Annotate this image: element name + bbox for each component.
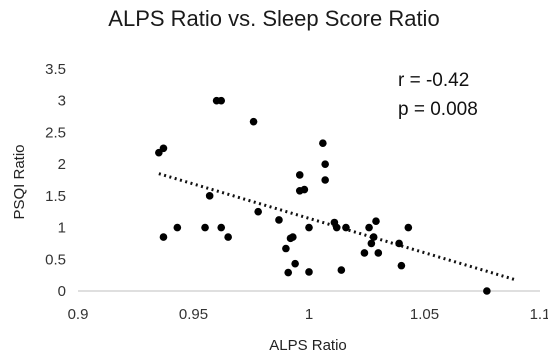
correlation-r-annotation: r = -0.42	[398, 70, 470, 91]
data-point	[395, 239, 403, 248]
data-point	[300, 185, 309, 194]
data-point	[217, 223, 226, 232]
data-point	[289, 233, 297, 241]
data-point	[342, 223, 350, 232]
data-point	[249, 117, 258, 126]
data-point	[319, 139, 327, 148]
data-point	[284, 268, 293, 277]
y-tick-label: 2.5	[45, 124, 66, 141]
data-point	[367, 239, 376, 248]
data-point	[224, 233, 232, 241]
x-tick-label: 0.95	[179, 306, 208, 323]
x-tick-label: 1	[305, 306, 313, 323]
y-tick-label: 3.5	[45, 61, 66, 78]
trendline-group	[158, 172, 518, 282]
chart-title: ALPS Ratio vs. Sleep Score Ratio	[108, 6, 440, 31]
data-point	[305, 268, 313, 276]
x-tick-label: 0.9	[68, 306, 89, 323]
y-tick-label: 1.5	[45, 188, 66, 205]
x-tick-label: 1.05	[410, 306, 439, 323]
y-axis-ticks: 0 0.5 1 1.5 2 2.5 3 3.5	[45, 61, 66, 300]
data-point	[275, 216, 283, 224]
data-point	[321, 176, 329, 184]
data-point	[372, 217, 380, 226]
x-axis-label: ALPS Ratio	[269, 337, 347, 352]
data-point	[305, 223, 313, 232]
data-point	[159, 144, 168, 153]
data-point	[365, 223, 373, 232]
trendline	[158, 172, 518, 282]
y-tick-label: 2	[58, 156, 66, 173]
data-points	[155, 96, 491, 295]
data-point	[397, 261, 406, 270]
y-axis-label: PSQI Ratio	[11, 144, 28, 219]
data-point	[374, 249, 383, 257]
y-tick-label: 0.5	[45, 251, 66, 268]
data-point	[332, 223, 341, 232]
y-tick-label: 1	[58, 220, 66, 237]
x-axis-ticks: 0.9 0.95 1 1.05 1.1	[68, 306, 548, 323]
data-point	[337, 266, 346, 274]
data-point	[321, 160, 329, 168]
data-point	[369, 233, 378, 241]
data-point	[483, 287, 491, 295]
data-point	[254, 207, 262, 216]
data-point	[205, 192, 214, 200]
data-point	[173, 223, 182, 232]
data-point	[291, 259, 299, 268]
y-tick-label: 3	[58, 93, 66, 110]
data-point	[404, 223, 413, 232]
data-point	[201, 223, 209, 232]
data-point	[217, 96, 226, 105]
data-point	[295, 171, 304, 179]
data-point	[360, 249, 369, 257]
x-tick-label: 1.1	[530, 306, 548, 323]
data-point	[159, 233, 168, 241]
data-point	[282, 244, 290, 253]
y-tick-label: 0	[58, 283, 66, 300]
p-value-annotation: p = 0.008	[398, 99, 478, 120]
